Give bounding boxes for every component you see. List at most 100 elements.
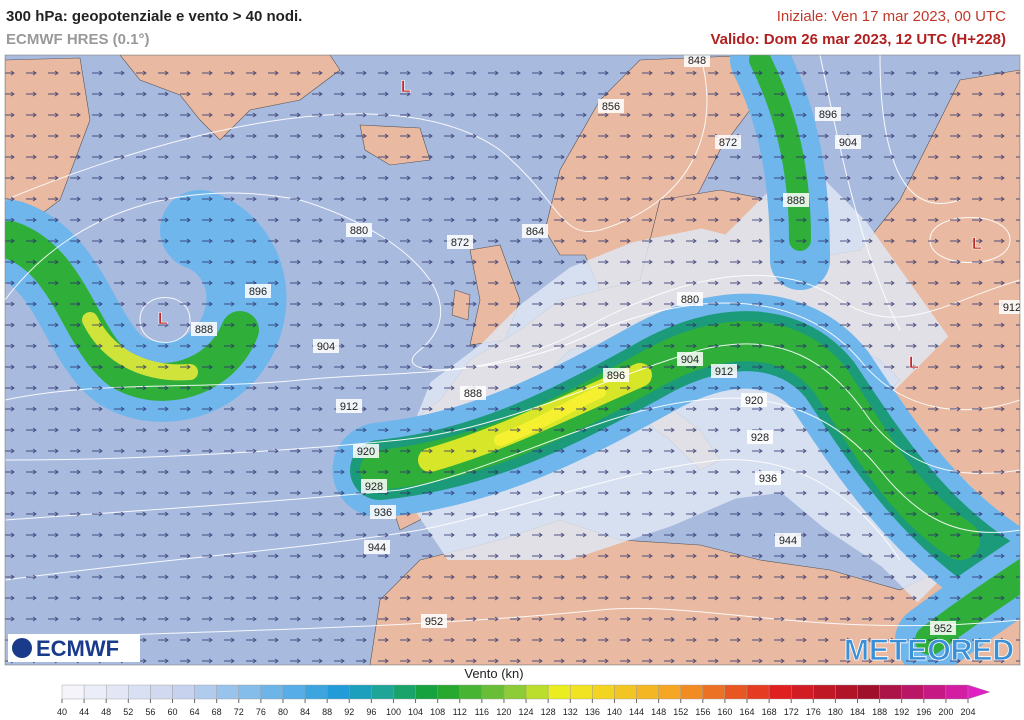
colorbar-label: 148 bbox=[651, 707, 666, 717]
colorbar-label: 188 bbox=[872, 707, 887, 717]
colorbar-label: 164 bbox=[740, 707, 755, 717]
colorbar-segment bbox=[128, 684, 151, 700]
colorbar-label: 40 bbox=[57, 707, 67, 717]
colorbar-label: 56 bbox=[145, 707, 155, 717]
contour-label-box bbox=[336, 399, 362, 413]
colorbar-segment bbox=[857, 684, 880, 700]
colorbar-label: 76 bbox=[256, 707, 266, 717]
colorbar-label: 68 bbox=[212, 707, 222, 717]
contour-label: 944 bbox=[368, 542, 386, 554]
colorbar-segment bbox=[459, 684, 483, 700]
contour-label: 888 bbox=[195, 324, 213, 336]
contour-label-box bbox=[346, 223, 372, 237]
legend: 40 44 48 52 56 60 64 68 72 76 80 84 88 92 96 100 104 108 1… bbox=[57, 684, 991, 717]
contour-label: 912 bbox=[340, 401, 358, 413]
colorbar-label: 140 bbox=[607, 707, 622, 717]
contour-label-box bbox=[930, 621, 956, 635]
colorbar-segment bbox=[349, 684, 372, 700]
colorbar-segment bbox=[592, 684, 615, 700]
logo-ecmwf: ECMWF bbox=[36, 636, 119, 661]
contour-label: 912 bbox=[1003, 302, 1021, 314]
contour-label-box bbox=[755, 471, 781, 485]
colorbar-label: 184 bbox=[850, 707, 865, 717]
colorbar-segment bbox=[216, 684, 239, 700]
contour-label-box bbox=[677, 292, 703, 306]
colorbar-label: 96 bbox=[366, 707, 376, 717]
contour-label-box bbox=[191, 322, 217, 336]
colorbar-segment bbox=[238, 684, 262, 700]
contour-label: 888 bbox=[464, 388, 482, 400]
colorbar-label: 60 bbox=[167, 707, 177, 717]
contour-label: 904 bbox=[681, 354, 699, 366]
colorbar-label: 112 bbox=[453, 707, 467, 717]
colorbar-segment bbox=[105, 684, 129, 700]
colorbar-segment bbox=[282, 684, 306, 700]
colorbar-label: 132 bbox=[563, 707, 578, 717]
contour-label-box bbox=[460, 386, 486, 400]
colorbar-segment bbox=[768, 684, 792, 700]
valid-time: Valido: Dom 26 mar 2023, 12 UTC (H+228) bbox=[710, 31, 1006, 48]
colorbar-label: 192 bbox=[894, 707, 909, 717]
contour-label-box bbox=[999, 300, 1020, 314]
contour-label-box bbox=[447, 235, 473, 249]
colorbar-segment bbox=[901, 684, 925, 700]
contour-label-box bbox=[245, 284, 271, 298]
colorbar-segment bbox=[437, 684, 460, 700]
contour-label: 928 bbox=[365, 481, 383, 493]
colorbar-label: 92 bbox=[344, 707, 354, 717]
colorbar-label: 196 bbox=[916, 707, 931, 717]
colorbar-segment bbox=[680, 684, 704, 700]
contour-label: 872 bbox=[719, 137, 737, 149]
colorbar-label: 52 bbox=[123, 707, 133, 717]
contour-label: 952 bbox=[425, 616, 443, 628]
logo-meteored: METEORED bbox=[844, 634, 1014, 667]
colorbar-label: 124 bbox=[519, 707, 534, 717]
contour-label: 936 bbox=[374, 507, 392, 519]
colorbar-segment bbox=[83, 684, 107, 700]
colorbar-label: 88 bbox=[322, 707, 332, 717]
colorbar-segment bbox=[525, 684, 549, 700]
contour-label-box bbox=[775, 533, 801, 547]
colorbar-label: 44 bbox=[79, 707, 89, 717]
title: 300 hPa: geopotenziale e vento > 40 nodi… bbox=[6, 8, 303, 25]
subtitle: ECMWF HRES (0.1°) bbox=[6, 31, 150, 48]
contour-label: 920 bbox=[745, 395, 763, 407]
colorbar-label: 128 bbox=[541, 707, 556, 717]
colorbar-segment bbox=[172, 684, 195, 700]
colorbar-label: 156 bbox=[695, 707, 710, 717]
contour-label: 920 bbox=[357, 446, 375, 458]
ecmwf-icon bbox=[12, 638, 32, 658]
colorbar-segment bbox=[415, 684, 438, 700]
contour-label: 936 bbox=[759, 473, 777, 485]
colorbar-label: 100 bbox=[386, 707, 401, 717]
contour-label: 952 bbox=[934, 623, 952, 635]
colorbar-label: 172 bbox=[784, 707, 799, 717]
colorbar-segment bbox=[481, 684, 505, 700]
contour-label: 888 bbox=[787, 195, 805, 207]
contour-label-box bbox=[364, 540, 390, 554]
contour-label-box bbox=[684, 55, 710, 67]
contour-label: 928 bbox=[751, 432, 769, 444]
low-marker: L bbox=[909, 353, 919, 372]
contour-label-box bbox=[711, 364, 737, 378]
colorbar-label: 116 bbox=[475, 707, 489, 717]
map-area: 848 856 872 896 904 888 880 872 864 896 888 904 912 8… bbox=[5, 55, 1021, 665]
colorbar-label: 72 bbox=[234, 707, 244, 717]
colorbar-label: 136 bbox=[585, 707, 600, 717]
colorbar-label: 108 bbox=[430, 707, 445, 717]
contour-label: 896 bbox=[819, 109, 837, 121]
colorbar-label: 144 bbox=[629, 707, 644, 717]
contour-label-box bbox=[835, 135, 861, 149]
contour-label: 896 bbox=[249, 286, 267, 298]
colorbar-label: 152 bbox=[673, 707, 688, 717]
contour-label-box bbox=[603, 368, 629, 382]
contour-label-box bbox=[522, 224, 548, 238]
colorbar-segment bbox=[702, 684, 726, 700]
colorbar-label: 84 bbox=[300, 707, 310, 717]
colorbar-segment bbox=[194, 684, 217, 700]
contour-label: 872 bbox=[451, 237, 469, 249]
colorbar-segment bbox=[614, 684, 637, 700]
colorbar-segment bbox=[923, 684, 947, 700]
